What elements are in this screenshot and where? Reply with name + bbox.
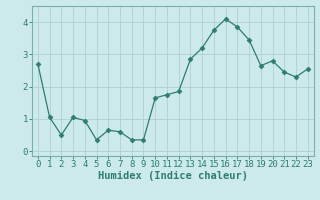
X-axis label: Humidex (Indice chaleur): Humidex (Indice chaleur) xyxy=(98,171,248,181)
